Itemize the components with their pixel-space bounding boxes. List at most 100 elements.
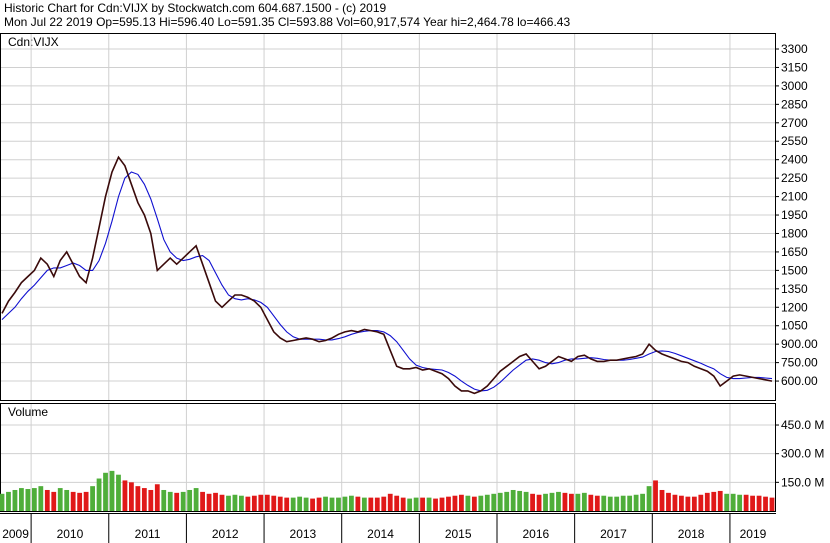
- volume-bar: [174, 492, 180, 511]
- volume-bar: [226, 495, 231, 511]
- y-tick-label: 2400: [781, 153, 808, 167]
- y-tick-label: 2250: [781, 171, 808, 185]
- volume-bar: [394, 495, 400, 511]
- y-tick-label: 750.00: [781, 356, 818, 370]
- volume-bar: [109, 470, 115, 511]
- volume-bar: [730, 493, 736, 511]
- y-tick-label: 1800: [781, 226, 808, 240]
- volume-bar: [122, 480, 128, 511]
- volume-bar: [57, 488, 63, 511]
- volume-bar: [361, 497, 367, 511]
- x-tick-label: 2014: [367, 527, 394, 541]
- volume-bar: [96, 478, 102, 511]
- volume-bar: [659, 489, 665, 511]
- y-tick-label: 1200: [781, 300, 808, 314]
- volume-bar: [549, 492, 555, 511]
- volume-bar: [161, 489, 167, 511]
- volume-bar: [569, 493, 574, 511]
- volume-bar: [471, 496, 477, 511]
- volume-bar: [614, 496, 620, 511]
- y-tick-label: 3000: [781, 79, 808, 93]
- volume-bar: [258, 494, 264, 511]
- volume-bar: [750, 495, 755, 511]
- y-tick-label: 2850: [781, 97, 808, 111]
- volume-bar: [38, 486, 44, 511]
- volume-bar: [465, 495, 471, 511]
- volume-bar: [691, 496, 697, 511]
- volume-bar: [400, 497, 406, 511]
- volume-bar: [588, 494, 594, 511]
- volume-bar: [581, 492, 587, 511]
- y-tick-label: 3300: [781, 42, 808, 56]
- volume-bar: [711, 491, 717, 511]
- volume-bar: [530, 493, 535, 511]
- volume-bar: [517, 490, 523, 511]
- volume-bar: [484, 494, 490, 511]
- x-tick-label: 2018: [678, 527, 705, 541]
- volume-bar: [374, 497, 380, 511]
- volume-bar: [536, 494, 542, 511]
- volume-bar: [763, 496, 768, 511]
- volume-bar: [6, 491, 11, 511]
- x-tick-label: 2012: [212, 527, 239, 541]
- volume-bar: [232, 494, 238, 511]
- volume-bar: [336, 497, 341, 511]
- volume-bar: [277, 496, 283, 511]
- volume-bar: [446, 496, 451, 511]
- volume-bar: [459, 494, 464, 511]
- volume-bar: [90, 486, 95, 511]
- volume-bar: [355, 496, 361, 511]
- volume-bar: [206, 493, 212, 511]
- volume-label: Volume: [8, 405, 48, 419]
- volume-bar: [510, 489, 516, 511]
- volume-bar: [633, 494, 639, 511]
- moving-average-line: [1, 171, 773, 392]
- volume-bar: [245, 496, 251, 511]
- x-tick-label: 2015: [445, 527, 472, 541]
- volume-bar: [433, 498, 438, 511]
- volume-bar: [284, 497, 290, 511]
- volume-bar: [698, 494, 704, 511]
- y-tick-label: 1050: [781, 319, 808, 333]
- volume-bar: [756, 495, 762, 511]
- x-tick-label: 2019: [740, 527, 767, 541]
- y-tick-label: 300.0 M: [781, 447, 824, 461]
- volume-bar: [303, 497, 309, 511]
- volume-bar: [724, 493, 730, 511]
- volume-bar: [504, 491, 510, 511]
- x-tick-label: 2009: [2, 527, 29, 541]
- y-tick-label: 1500: [781, 263, 808, 277]
- volume-bar: [685, 496, 691, 511]
- volume-bar: [329, 497, 335, 511]
- volume-bar: [349, 495, 354, 511]
- volume-bar: [12, 489, 18, 511]
- volume-bar: [562, 492, 568, 511]
- volume-bar: [213, 492, 218, 511]
- y-tick-label: 900.00: [781, 337, 818, 351]
- volume-bar: [601, 495, 607, 511]
- x-tick-label: 2010: [57, 527, 84, 541]
- volume-bar: [116, 474, 121, 511]
- volume-bar: [368, 497, 374, 511]
- volume-bar: [187, 489, 193, 511]
- volume-bar: [704, 492, 710, 511]
- volume-bar: [51, 491, 57, 511]
- y-tick-label: 2700: [781, 116, 808, 130]
- x-tick-label: 2017: [600, 527, 627, 541]
- volume-bar: [478, 495, 484, 511]
- volume-bar: [64, 489, 70, 511]
- volume-bar: [420, 497, 425, 511]
- price-line: [1, 155, 773, 395]
- chart-title: Historic Chart for Cdn:VIJX by Stockwatc…: [4, 1, 386, 15]
- volume-bar: [193, 488, 199, 511]
- volume-bar: [717, 490, 723, 511]
- volume-bar: [672, 494, 678, 511]
- volume-bar: [0, 493, 5, 511]
- volume-bar: [141, 488, 147, 511]
- volume-bar: [743, 494, 749, 511]
- x-tick-label: 2013: [290, 527, 317, 541]
- volume-bar: [523, 491, 529, 511]
